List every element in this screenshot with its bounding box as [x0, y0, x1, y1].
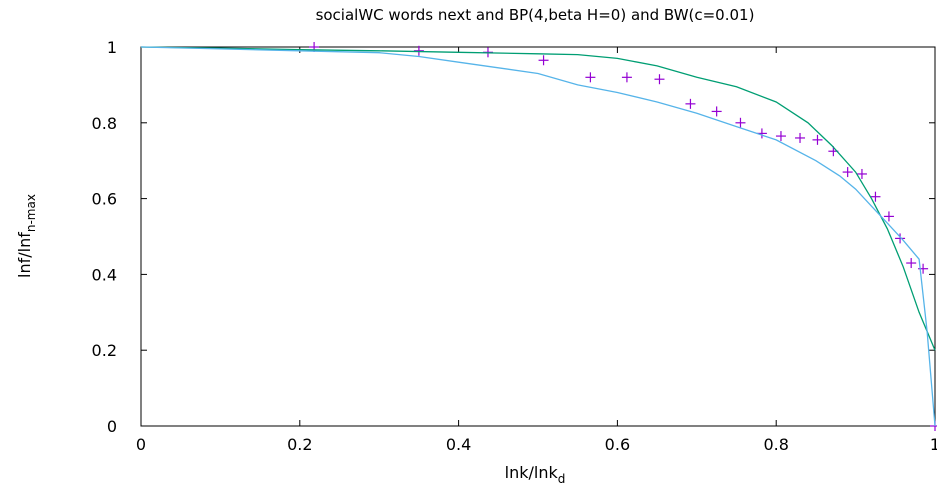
- data-point: [654, 74, 665, 85]
- x-axis: 0 0.2 0.4 0.6 0.8 1: [136, 47, 937, 454]
- x-tick-label: 0: [136, 435, 146, 454]
- y-tick-label: 0.8: [92, 114, 117, 133]
- data-point: [906, 258, 917, 269]
- data-point: [775, 131, 786, 142]
- data-point: [895, 233, 906, 244]
- data-point: [870, 191, 881, 202]
- x-axis-label: lnk/lnkd: [505, 463, 566, 486]
- x-tick-label: 0.2: [287, 435, 312, 454]
- y-tick-label: 1: [107, 38, 117, 57]
- y-axis-label-sub: n-max: [24, 194, 38, 232]
- data-point: [585, 72, 596, 83]
- data-point: [413, 45, 424, 56]
- data-point: [842, 167, 853, 178]
- data-point: [711, 106, 722, 117]
- y-tick-label: 0.6: [92, 190, 117, 209]
- chart-title: socialWC words next and BP(4,beta H=0) a…: [316, 6, 755, 24]
- series-line-2: [140, 46, 936, 427]
- x-axis-label-sub: d: [558, 472, 566, 486]
- x-axis-label-main: lnk/lnk: [505, 463, 559, 482]
- data-point: [795, 132, 806, 143]
- y-axis-label-main: lnf/lnf: [15, 232, 34, 278]
- plot-frame: [140, 46, 936, 427]
- y-tick-label: 0: [107, 417, 117, 436]
- x-tick-label: 0.8: [763, 435, 788, 454]
- y-axis: 0 0.2 0.4 0.6 0.8 1: [92, 38, 935, 436]
- data-point: [812, 134, 823, 145]
- data-point: [883, 211, 894, 222]
- data-point: [856, 168, 867, 179]
- data-point: [735, 117, 746, 128]
- x-tick-label: 0.4: [446, 435, 471, 454]
- series-layer: [140, 42, 937, 431]
- series-line-1: [140, 46, 936, 351]
- data-point: [685, 98, 696, 109]
- y-tick-label: 0.4: [92, 265, 117, 284]
- x-tick-label: 1: [930, 435, 937, 454]
- y-tick-label: 0.2: [92, 341, 117, 360]
- data-point: [621, 72, 632, 83]
- x-tick-label: 0.6: [605, 435, 630, 454]
- data-point: [538, 55, 549, 66]
- y-axis-label: lnf/lnfn-max: [15, 194, 38, 278]
- data-point: [930, 421, 937, 431]
